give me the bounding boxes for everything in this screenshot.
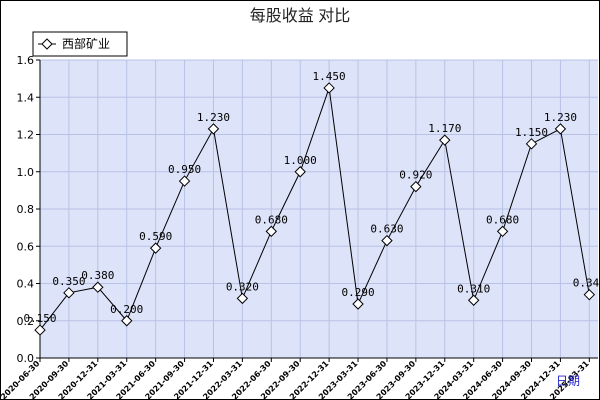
data-point [294, 166, 306, 178]
data-point [34, 324, 46, 336]
legend-marker-icon [41, 38, 53, 50]
data-label: 0.350 [52, 275, 85, 288]
data-point [525, 138, 538, 150]
y-tick-label: 0.0 [17, 352, 35, 365]
grid [39, 59, 598, 359]
x-axis-title: 日期 [556, 374, 580, 388]
data-label: 1.450 [313, 70, 346, 83]
data-point [178, 175, 191, 187]
data-label: 0.340 [573, 277, 600, 290]
data-label: 0.590 [139, 230, 172, 243]
data-point [439, 134, 451, 146]
y-tick-label: 0.8 [17, 203, 35, 216]
x-axis-ticks: 2020-06-302020-09-302020-12-312021-03-31… [0, 358, 591, 400]
y-tick-label: 0.4 [17, 278, 35, 291]
data-point [554, 123, 567, 135]
data-point [381, 234, 393, 247]
y-tick-label: 1.6 [17, 54, 35, 67]
data-points [34, 82, 596, 336]
data-point [496, 225, 509, 238]
data-label: 1.150 [515, 126, 548, 139]
data-label: 0.380 [81, 269, 114, 282]
data-point [63, 287, 75, 299]
data-point [352, 298, 364, 310]
data-label: 0.200 [110, 303, 143, 316]
y-tick-label: 0.6 [17, 240, 35, 253]
data-label: 0.950 [168, 163, 201, 176]
data-point [410, 180, 422, 193]
data-point [149, 242, 162, 254]
data-label: 1.230 [197, 111, 230, 124]
data-point [467, 294, 480, 306]
data-point [583, 288, 596, 301]
data-label: 1.000 [284, 154, 317, 167]
data-point [121, 315, 133, 327]
series-line-layer [39, 87, 590, 331]
data-label: 0.630 [370, 223, 403, 236]
data-label: 0.290 [341, 286, 374, 299]
data-point [207, 123, 220, 135]
series-line [39, 87, 590, 331]
legend-label: 西部矿业 [62, 36, 110, 51]
data-label: 0.920 [399, 169, 432, 182]
data-label: 0.310 [457, 282, 490, 295]
data-point [236, 292, 249, 305]
y-tick-label: 1.2 [17, 129, 35, 142]
data-label: 0.150 [23, 312, 56, 325]
y-axis-ticks: 0.0 0.2 0.4 0.6 0.8 1.0 1.2 1.4 1.6 [17, 54, 40, 365]
data-label: 0.320 [226, 280, 259, 293]
y-tick-label: 0.2 [17, 315, 35, 328]
chart-title: 每股收益 对比 [250, 7, 350, 25]
legend: 西部矿业 [32, 31, 128, 57]
data-point [265, 225, 278, 238]
data-label: 0.680 [486, 213, 519, 226]
data-label: 1.230 [544, 111, 577, 124]
data-point [92, 281, 104, 293]
data-label: 1.170 [428, 122, 461, 135]
data-label: 0.680 [255, 213, 288, 226]
y-tick-label: 1.0 [17, 166, 35, 179]
data-point [323, 82, 335, 94]
y-tick-label: 1.4 [17, 91, 35, 104]
